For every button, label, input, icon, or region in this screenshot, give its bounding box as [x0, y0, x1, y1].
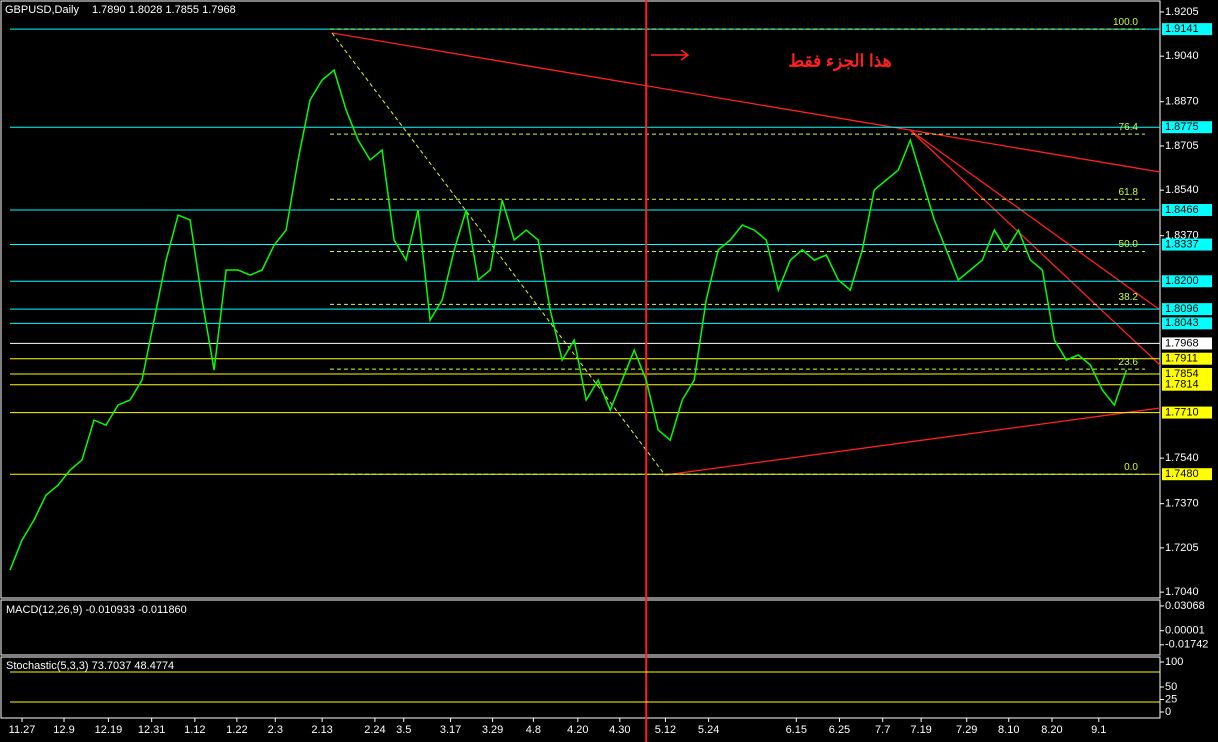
trendline	[909, 129, 1161, 311]
price-line	[9, 68, 1128, 571]
arrow	[651, 49, 690, 61]
level-box	[1162, 468, 1212, 481]
y-tick-label: 1.9040	[1165, 50, 1199, 62]
x-tick-label: 9.1	[1091, 724, 1106, 736]
y-tick-label: 1.7205	[1165, 542, 1199, 554]
x-tick-label: 6.15	[786, 724, 807, 736]
level-label: 1.8466	[1165, 204, 1199, 216]
fib-label: 50.0	[1119, 239, 1139, 250]
level-box	[1162, 367, 1212, 380]
x-tick-label: 2.3	[268, 724, 283, 736]
level-label: 1.8096	[1165, 303, 1199, 315]
x-tick-label: 3.17	[440, 724, 461, 736]
level-label: 1.8043	[1165, 317, 1199, 329]
y-tick-label: 1.7370	[1165, 498, 1199, 510]
x-tick-label: 12.9	[53, 724, 74, 736]
level-box	[1162, 23, 1212, 36]
x-tick-label: 5.24	[698, 724, 719, 736]
level-box	[1162, 317, 1212, 330]
annotation: هذا الجزء فقط	[788, 51, 891, 71]
level-box	[1162, 406, 1212, 419]
x-tick-label: 5.12	[655, 724, 676, 736]
stoch-panel-border	[0, 656, 1161, 719]
level-box	[1162, 121, 1212, 134]
fib-label: 38.2	[1119, 292, 1139, 303]
fib-label: 0.0	[1124, 462, 1138, 473]
level-box	[1162, 275, 1212, 288]
x-tick-label: 3.29	[482, 724, 503, 736]
stoch-title: Stochastic(5,3,3) 73.7037 48.4774	[6, 660, 174, 672]
y-tick-label: 25	[1165, 693, 1177, 705]
fib-label: 61.8	[1119, 187, 1139, 198]
x-tick-label: 2.13	[311, 724, 332, 736]
x-tick-label: 6.25	[829, 724, 850, 736]
x-tick-label: 4.30	[609, 724, 630, 736]
macd-panel-border	[0, 599, 1161, 656]
level-label: 1.8200	[1165, 275, 1199, 287]
level-label: 1.7710	[1165, 406, 1199, 418]
main-panel-border	[0, 0, 1161, 599]
y-tick-label: 1.7040	[1165, 586, 1199, 598]
x-tick-label: 8.20	[1041, 724, 1062, 736]
x-tick-label: 4.20	[567, 724, 588, 736]
level-box	[1162, 238, 1212, 251]
level-box	[1162, 378, 1212, 391]
fib-label: 23.6	[1119, 357, 1139, 368]
level-box	[1162, 337, 1212, 350]
level-label: 1.7814	[1165, 379, 1199, 391]
level-label: 1.8775	[1165, 121, 1199, 133]
x-tick-label: 8.10	[998, 724, 1019, 736]
y-tick-label: 0.03068	[1165, 600, 1205, 612]
y-tick-label: 1.8540	[1165, 184, 1199, 196]
trendline	[909, 129, 1161, 366]
level-label: 1.7911	[1165, 353, 1198, 365]
level-box	[1162, 352, 1212, 365]
x-tick-label: 4.8	[526, 724, 541, 736]
x-tick-label: 1.22	[226, 724, 247, 736]
y-tick-label: 1.7540	[1165, 452, 1199, 464]
y-tick-label: -0.01742	[1165, 639, 1208, 651]
level-label: 1.8337	[1165, 238, 1199, 250]
level-box	[1162, 303, 1212, 316]
level-label: 1.7480	[1165, 468, 1199, 480]
x-tick-label: 7.7	[875, 724, 890, 736]
y-tick-label: 1.9205	[1165, 6, 1199, 18]
x-tick-label: 12.31	[138, 724, 166, 736]
chart-subtitle: 1.7890 1.8028 1.7855 1.7968	[92, 4, 236, 16]
fib-label: 76.4	[1119, 122, 1139, 133]
y-tick-label: 1.8870	[1165, 96, 1199, 108]
level-box	[1162, 203, 1212, 216]
x-tick-label: 11.27	[9, 724, 36, 736]
fib-diagonal	[331, 32, 666, 476]
y-tick-label: 1.8705	[1165, 140, 1199, 152]
y-tick-label: 50	[1165, 681, 1177, 693]
fib-label: 100.0	[1113, 17, 1138, 28]
level-label: 1.7854	[1165, 368, 1199, 380]
y-tick-label: 100	[1165, 656, 1183, 668]
x-tick-label: 7.29	[956, 724, 977, 736]
x-tick-label: 3.5	[396, 724, 411, 736]
level-label: 1.9141	[1165, 23, 1199, 35]
macd-title: MACD(12,26,9) -0.010933 -0.011860	[6, 604, 187, 616]
x-tick-label: 2.24	[364, 724, 385, 736]
y-tick-label: 0	[1165, 706, 1171, 718]
x-tick-label: 12.19	[95, 724, 123, 736]
x-tick-label: 7.19	[910, 724, 931, 736]
trendline	[331, 32, 1161, 173]
y-tick-label: 0.00001	[1165, 625, 1205, 637]
chart-title: GBPUSD,Daily	[5, 4, 79, 16]
x-tick-label: 1.12	[184, 724, 205, 736]
level-label: 1.7968	[1165, 337, 1199, 349]
trendline	[664, 407, 1161, 476]
